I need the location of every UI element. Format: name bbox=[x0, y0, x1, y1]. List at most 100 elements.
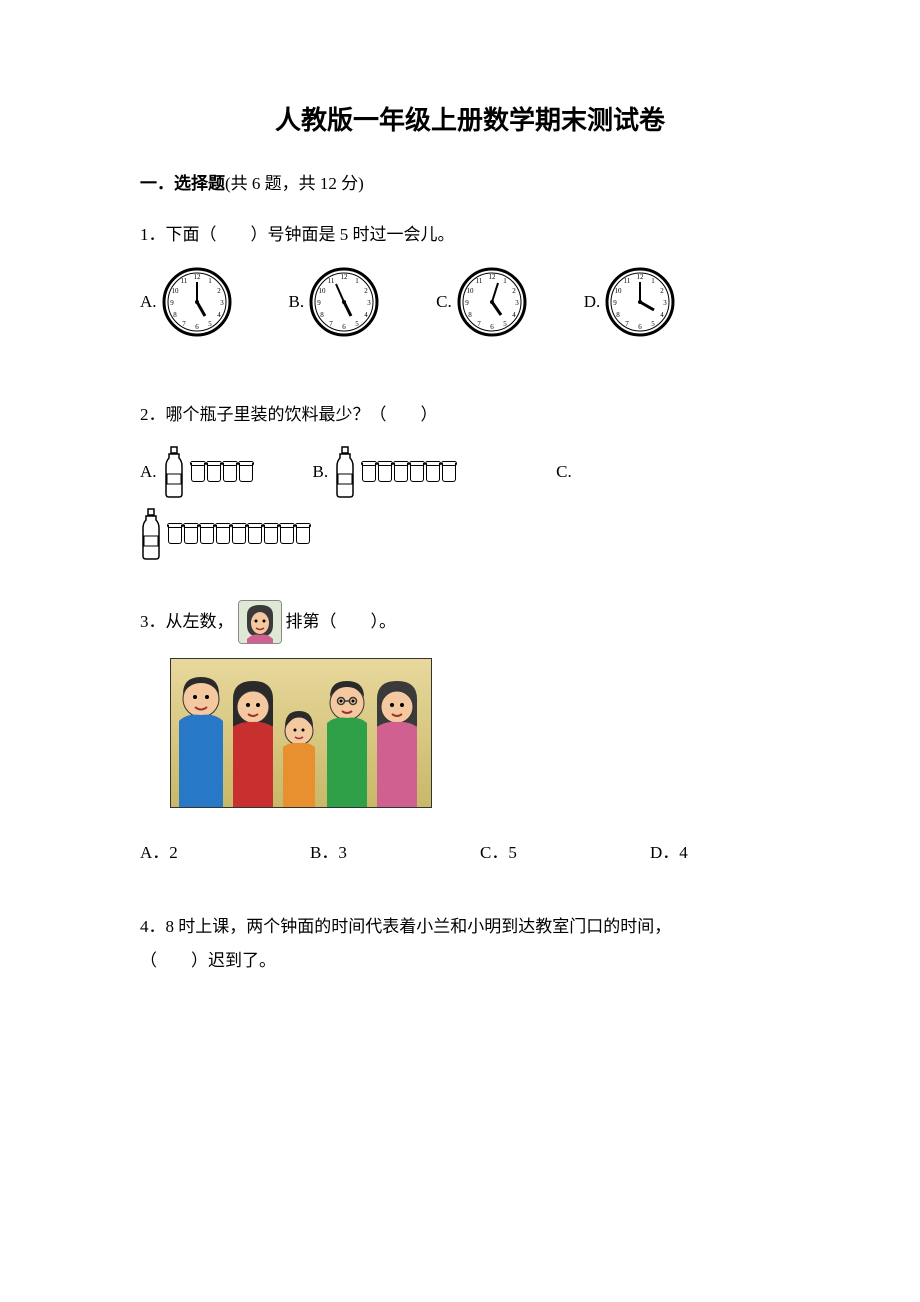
q3-option-A[interactable]: A．2 bbox=[140, 836, 310, 870]
q3-text: 3．从左数， 排第（ ）。 bbox=[140, 600, 800, 644]
svg-text:9: 9 bbox=[465, 299, 469, 307]
q2-text: 2．哪个瓶子里装的饮料最少？（ ） bbox=[140, 398, 800, 432]
q1-option-A[interactable]: A. 1212 345 678 91011 bbox=[140, 266, 233, 338]
opt-label: A. bbox=[140, 285, 157, 319]
opt-label: B. bbox=[313, 455, 329, 489]
cup-icon bbox=[362, 463, 376, 482]
cup-icon bbox=[223, 463, 237, 482]
section-count: (共 6 题，共 12 分) bbox=[225, 174, 364, 193]
svg-text:7: 7 bbox=[477, 320, 481, 328]
cups-group bbox=[168, 525, 310, 544]
svg-text:6: 6 bbox=[490, 323, 494, 331]
svg-text:10: 10 bbox=[466, 287, 474, 295]
svg-text:5: 5 bbox=[652, 320, 656, 328]
q1-text: 1．下面（ ）号钟面是 5 时过一会儿。 bbox=[140, 218, 800, 252]
q1-option-C[interactable]: C. 1212 345 678 91011 bbox=[436, 266, 528, 338]
svg-text:1: 1 bbox=[652, 277, 656, 285]
q2-option-C[interactable] bbox=[140, 508, 800, 560]
clock-icon: 1212 345 678 91011 bbox=[456, 266, 528, 338]
question-1: 1．下面（ ）号钟面是 5 时过一会儿。 A. 1212 345 678 910… bbox=[140, 218, 800, 338]
question-3: 3．从左数， 排第（ ）。 bbox=[140, 600, 800, 870]
q1-options: A. 1212 345 678 91011 B. bbox=[140, 266, 800, 338]
clock-icon: 1212 345 678 91011 bbox=[161, 266, 233, 338]
cup-icon bbox=[191, 463, 205, 482]
svg-text:7: 7 bbox=[182, 320, 186, 328]
svg-text:4: 4 bbox=[661, 311, 665, 319]
cup-icon bbox=[410, 463, 424, 482]
q1-option-B[interactable]: B. 1212 345 678 91011 bbox=[289, 266, 381, 338]
svg-text:5: 5 bbox=[503, 320, 507, 328]
svg-text:2: 2 bbox=[512, 287, 516, 295]
svg-text:1: 1 bbox=[208, 277, 212, 285]
q2-options: A. B. bbox=[140, 446, 800, 498]
svg-text:10: 10 bbox=[319, 287, 327, 295]
opt-label: A. bbox=[140, 455, 157, 489]
q2-option-B[interactable]: B. bbox=[313, 446, 457, 498]
q2-option-C-label[interactable]: C. bbox=[556, 455, 572, 489]
cup-icon bbox=[378, 463, 392, 482]
svg-text:11: 11 bbox=[328, 277, 335, 285]
svg-text:8: 8 bbox=[320, 311, 324, 319]
svg-text:11: 11 bbox=[475, 277, 482, 285]
svg-text:6: 6 bbox=[342, 323, 346, 331]
section-number: 一．选择题 bbox=[140, 174, 225, 193]
svg-text:7: 7 bbox=[329, 320, 333, 328]
cup-icon bbox=[280, 525, 294, 544]
svg-text:5: 5 bbox=[208, 320, 212, 328]
q3-option-B[interactable]: B．3 bbox=[310, 836, 480, 870]
svg-text:4: 4 bbox=[217, 311, 221, 319]
q1-option-D[interactable]: D. 1212 345 678 91011 bbox=[584, 266, 677, 338]
svg-text:2: 2 bbox=[364, 287, 368, 295]
svg-text:8: 8 bbox=[617, 311, 621, 319]
q2-option-A[interactable]: A. bbox=[140, 446, 253, 498]
q3-option-C[interactable]: C．5 bbox=[480, 836, 650, 870]
person-face-icon bbox=[238, 600, 282, 644]
svg-text:9: 9 bbox=[170, 299, 174, 307]
cup-icon bbox=[168, 525, 182, 544]
svg-text:11: 11 bbox=[180, 277, 187, 285]
page-title: 人教版一年级上册数学期末测试卷 bbox=[140, 100, 800, 137]
svg-text:2: 2 bbox=[217, 287, 221, 295]
cup-icon bbox=[232, 525, 246, 544]
cup-icon bbox=[394, 463, 408, 482]
svg-text:6: 6 bbox=[639, 323, 643, 331]
svg-text:2: 2 bbox=[661, 287, 665, 295]
opt-label: D. bbox=[584, 285, 601, 319]
cup-icon bbox=[442, 463, 456, 482]
svg-text:9: 9 bbox=[317, 299, 321, 307]
opt-label: C. bbox=[436, 285, 452, 319]
cup-icon bbox=[239, 463, 253, 482]
svg-text:8: 8 bbox=[173, 311, 177, 319]
svg-text:5: 5 bbox=[355, 320, 359, 328]
opt-label: B. bbox=[289, 285, 305, 319]
svg-text:4: 4 bbox=[364, 311, 368, 319]
svg-text:12: 12 bbox=[193, 273, 201, 281]
bottle-icon bbox=[163, 446, 185, 498]
svg-text:4: 4 bbox=[512, 311, 516, 319]
cup-icon bbox=[200, 525, 214, 544]
svg-text:11: 11 bbox=[624, 277, 631, 285]
cup-icon bbox=[248, 525, 262, 544]
cup-icon bbox=[296, 525, 310, 544]
svg-text:12: 12 bbox=[341, 273, 349, 281]
section-1-header: 一．选择题(共 6 题，共 12 分) bbox=[140, 169, 800, 194]
svg-text:8: 8 bbox=[468, 311, 472, 319]
cup-icon bbox=[184, 525, 198, 544]
clock-icon: 1212 345 678 91011 bbox=[308, 266, 380, 338]
question-4: 4．8 时上课，两个钟面的时间代表着小兰和小明到达教室门口的时间， （ ）迟到了… bbox=[140, 910, 800, 978]
cups-group bbox=[362, 463, 456, 482]
cup-icon bbox=[264, 525, 278, 544]
clock-icon: 1212 345 678 91011 bbox=[604, 266, 676, 338]
cup-icon bbox=[216, 525, 230, 544]
bottle-icon bbox=[140, 508, 162, 560]
cups-group bbox=[191, 463, 253, 482]
svg-text:10: 10 bbox=[615, 287, 623, 295]
svg-text:10: 10 bbox=[171, 287, 179, 295]
bottle-icon bbox=[334, 446, 356, 498]
cup-icon bbox=[207, 463, 221, 482]
q4-text-line1: 4．8 时上课，两个钟面的时间代表着小兰和小明到达教室门口的时间， bbox=[140, 910, 800, 944]
q3-option-D[interactable]: D．4 bbox=[650, 836, 820, 870]
q3-options: A．2 B．3 C．5 D．4 bbox=[140, 836, 800, 870]
question-2: 2．哪个瓶子里装的饮料最少？（ ） A. B. bbox=[140, 398, 800, 560]
svg-text:12: 12 bbox=[637, 273, 645, 281]
